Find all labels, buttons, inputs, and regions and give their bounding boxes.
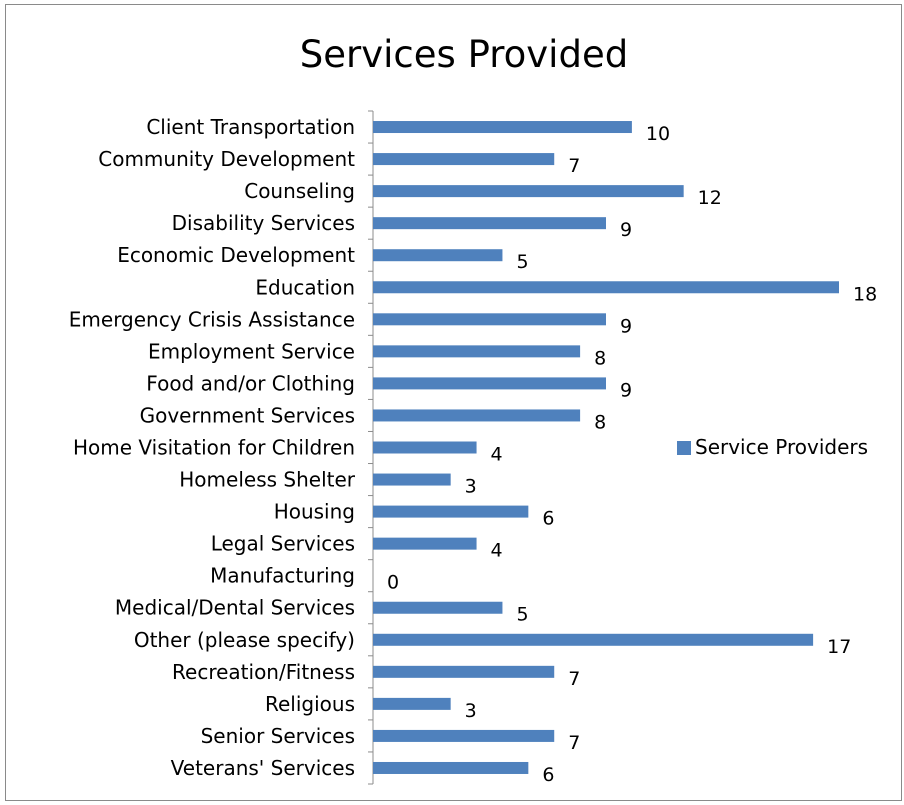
category-label: Senior Services [201,724,355,748]
bar [373,217,606,230]
data-label: 8 [594,347,606,369]
bar [373,761,529,774]
bar [373,377,606,390]
category-label: Housing [274,500,355,524]
category-label: Homeless Shelter [179,468,356,492]
data-label: 7 [568,732,580,754]
category-label: Emergency Crisis Assistance [69,307,355,331]
bar [373,441,477,454]
category-label: Community Development [98,147,355,171]
category-label: Medical/Dental Services [115,596,355,620]
data-label: 9 [620,379,632,401]
category-label: Religious [265,692,355,716]
category-label: Other (please specify) [134,628,355,652]
category-label: Education [255,275,355,299]
category-label: Government Services [140,403,355,427]
data-label: 6 [542,764,554,786]
category-label: Home Visitation for Children [73,436,355,460]
category-label: Disability Services [172,211,355,235]
bar [373,409,581,422]
data-label: 5 [516,604,528,626]
category-label: Economic Development [117,243,355,267]
data-label: 4 [491,540,503,562]
legend-swatch [677,441,691,455]
bar [373,665,555,678]
category-label: Client Transportation [146,115,355,139]
bar [373,697,451,710]
category-label: Counseling [244,179,355,203]
bar [373,249,503,262]
data-label: 12 [698,187,722,209]
data-label: 10 [646,123,670,145]
bar [373,473,451,486]
bar [373,537,477,550]
bars [373,121,839,774]
bar [373,281,839,294]
data-label: 5 [516,251,528,273]
category-label: Veterans' Services [171,756,355,780]
bar [373,121,632,134]
data-label: 3 [465,700,477,722]
bar [373,153,555,166]
bar [373,633,814,646]
bar [373,345,581,358]
data-label: 6 [542,508,554,530]
data-label: 7 [568,155,580,177]
data-label: 3 [465,476,477,498]
data-label: 0 [387,572,399,594]
data-label: 7 [568,668,580,690]
data-label: 9 [620,219,632,241]
data-label: 17 [827,636,851,658]
category-axis [368,110,374,785]
chart-frame: Services Provided Client Transportation C… [5,4,902,801]
bar-chart: Services Provided Client TransportationC… [69,33,877,786]
bar [373,729,555,742]
bar [373,601,503,614]
data-label: 9 [620,315,632,337]
category-label: Recreation/Fitness [172,660,355,684]
category-label: Employment Service [148,339,355,363]
data-label: 18 [853,283,877,305]
chart-title: Services Provided [300,33,628,76]
legend-entry-service-providers: Service Providers [695,435,868,459]
category-label: Manufacturing [210,564,355,588]
bar [373,185,684,198]
bar [373,313,606,326]
category-label: Food and/or Clothing [146,371,355,395]
data-label: 4 [491,444,503,466]
data-label: 8 [594,411,606,433]
legend: Service Providers [677,435,868,459]
category-label: Legal Services [211,532,355,556]
bar [373,505,529,518]
category-labels: Client Transportation Community Developme… [69,115,356,780]
